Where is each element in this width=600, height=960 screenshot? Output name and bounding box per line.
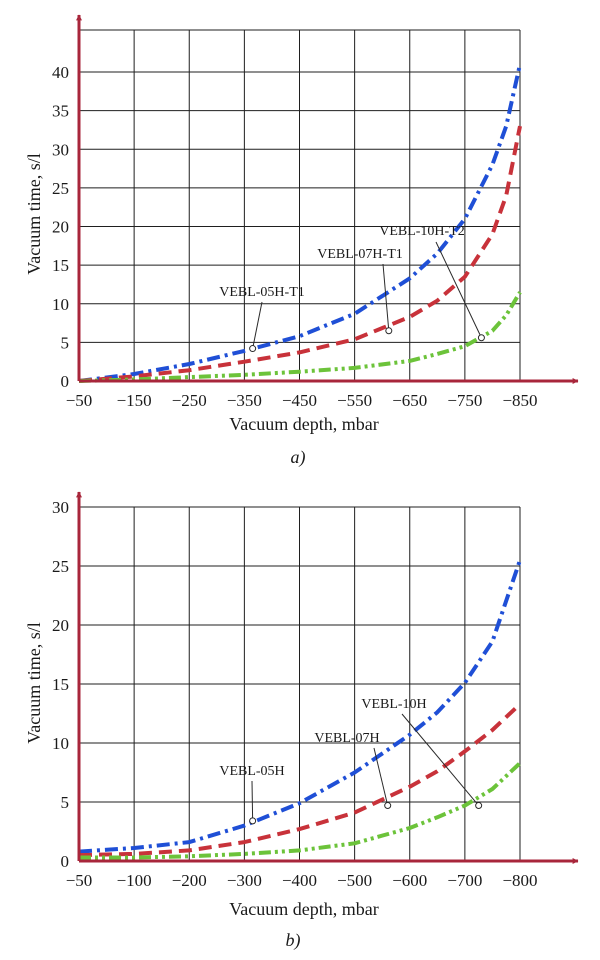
x-tick-label: −150	[117, 391, 152, 410]
series-line-vebl-05h	[78, 559, 522, 854]
x-tick-label: −300	[227, 871, 262, 890]
annotations-b: VEBL-05H VEBL-07H VEBL-10H	[219, 697, 483, 825]
annotation-label: VEBL-10H-T2	[379, 224, 465, 239]
annotation-leader-line	[435, 241, 482, 338]
annotation-marker	[385, 327, 393, 335]
y-tick-label: 5	[61, 793, 70, 812]
axes-a	[76, 14, 579, 384]
annotation-leader-line	[252, 301, 263, 349]
x-tick-label: −850	[502, 391, 537, 410]
x-axis-label-a: Vacuum depth, mbar	[229, 414, 378, 434]
chart-panel-b: −50 −100 −200 −300 −400 −500 −600 −700 −800 0 5 10 1…	[24, 491, 579, 951]
y-tick-label: 10	[52, 295, 69, 314]
x-tick-label: −100	[117, 871, 152, 890]
y-tick-label: 20	[52, 616, 69, 635]
annotation-leader-line	[373, 747, 389, 806]
x-tick-label: −700	[447, 871, 482, 890]
series-line-vebl-05h-t1	[78, 63, 522, 383]
annotation-marker	[249, 345, 257, 353]
x-tick-label: −650	[392, 391, 427, 410]
x-tick-label: −50	[66, 391, 93, 410]
y-axis-label-b: Vacuum time, s/l	[24, 622, 44, 743]
series-line-vebl-07h-t1	[78, 125, 522, 383]
x-tick-label: −450	[282, 391, 317, 410]
annotation-label: VEBL-10H	[361, 697, 426, 712]
series-line-vebl-07h	[78, 702, 522, 858]
y-tick-label: 15	[52, 675, 69, 694]
series-a	[78, 63, 522, 383]
y-tick-label: 0	[61, 372, 70, 391]
x-tick-label: −600	[392, 871, 427, 890]
x-tick-label: −50	[66, 871, 93, 890]
annotation-label: VEBL-07H-T1	[317, 247, 403, 262]
y-tick-label: 25	[52, 557, 69, 576]
y-tick-label: 30	[52, 498, 69, 517]
x-tick-label: −500	[337, 871, 372, 890]
ticks-a: −50 −150 −250 −350 −450 −550 −650 −750 −850 0 5 10 1…	[52, 63, 538, 410]
y-tick-label: 5	[61, 333, 70, 352]
x-tick-label: −250	[172, 391, 207, 410]
x-tick-label: −400	[282, 871, 317, 890]
y-tick-label: 15	[52, 256, 69, 275]
y-tick-label: 25	[52, 179, 69, 198]
ticks-b: −50 −100 −200 −300 −400 −500 −600 −700 −800 0 5 10 1…	[52, 498, 538, 890]
annotation-label: VEBL-07H	[314, 731, 379, 746]
annotation-leader-line	[251, 780, 254, 821]
series-line-vebl-10h	[79, 761, 522, 860]
annotation-label: VEBL-05H	[219, 764, 284, 779]
annotation-leader-line	[382, 263, 390, 331]
y-tick-label: 35	[52, 102, 69, 121]
annotation-leader-line	[401, 713, 480, 806]
y-tick-label: 40	[52, 63, 69, 82]
panel-label-a: a)	[291, 447, 306, 468]
x-tick-label: −350	[227, 391, 262, 410]
annotation-marker	[475, 802, 483, 810]
series-line-vebl-10h-t2	[78, 291, 522, 383]
panel-label-b: b)	[286, 930, 301, 951]
annotation-marker	[249, 817, 257, 825]
annotation-marker	[477, 334, 485, 342]
y-tick-label: 10	[52, 734, 69, 753]
y-axis-label-a: Vacuum time, s/l	[24, 153, 44, 274]
x-axis-label-b: Vacuum depth, mbar	[229, 899, 378, 919]
series-b	[78, 559, 522, 860]
y-tick-label: 30	[52, 140, 69, 159]
annotation-label: VEBL-05H-T1	[219, 285, 305, 300]
grid-a	[79, 29, 521, 381]
x-tick-label: −750	[447, 391, 482, 410]
grid-b	[79, 506, 521, 861]
x-tick-label: −550	[337, 391, 372, 410]
x-tick-label: −200	[172, 871, 207, 890]
x-tick-label: −800	[502, 871, 537, 890]
y-tick-label: 20	[52, 218, 69, 237]
annotations-a: VEBL-05H-T1 VEBL-07H-T1 VEBL-10H-T2	[219, 224, 485, 353]
y-tick-label: 0	[61, 852, 70, 871]
chart-panel-a: −50 −150 −250 −350 −450 −550 −650 −750 −850 0 5 10 1…	[24, 14, 579, 468]
annotation-marker	[384, 802, 392, 810]
axes-b	[76, 491, 579, 864]
